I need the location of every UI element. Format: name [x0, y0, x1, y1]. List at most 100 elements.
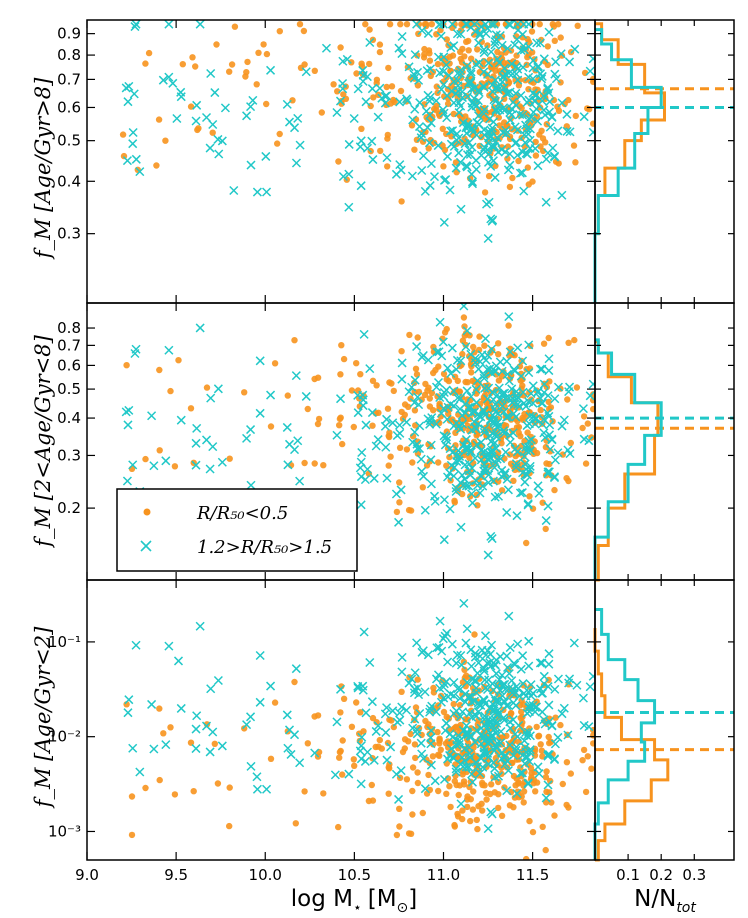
data-point-stroke [446, 744, 456, 754]
data-point-stroke [528, 688, 538, 698]
data-point-series1 [384, 163, 391, 170]
data-point-stroke [454, 108, 464, 118]
data-point-series2 [416, 738, 426, 748]
data-point-series2 [283, 743, 293, 753]
data-point-series2 [491, 655, 501, 665]
data-point-series1 [531, 752, 539, 759]
data-point-series2 [472, 440, 482, 450]
data-point-stroke [413, 392, 423, 402]
data-point-series2 [391, 769, 401, 779]
data-point-series2 [553, 126, 563, 136]
data-point-stroke [380, 709, 390, 719]
data-point-stroke [537, 688, 547, 698]
data-point-series1 [407, 830, 415, 837]
data-point-series2 [512, 150, 522, 160]
data-point-stroke [553, 448, 563, 458]
panel-old [119, 20, 734, 303]
data-point-series2 [463, 728, 473, 738]
data-point-stroke [353, 84, 363, 94]
data-point-stroke [515, 768, 525, 778]
data-point-series1 [425, 721, 432, 728]
data-point-stroke [417, 466, 427, 476]
data-point-stroke [282, 710, 292, 720]
data-point-series1 [549, 21, 556, 28]
data-point-stroke [429, 172, 440, 182]
data-point-stroke [562, 126, 572, 136]
data-point-stroke [471, 676, 481, 686]
data-point-series2 [463, 442, 473, 452]
data-point-stroke [414, 75, 424, 85]
data-point-series2 [442, 151, 453, 161]
data-point-stroke [214, 149, 224, 159]
data-point-series2 [255, 697, 265, 707]
data-point-stroke [442, 435, 452, 445]
data-point-series2 [426, 159, 436, 169]
data-point-stroke [557, 98, 567, 108]
data-point-series1 [397, 21, 404, 28]
data-point-stroke [511, 462, 521, 472]
data-point-stroke [409, 398, 419, 408]
data-point-series2 [131, 20, 141, 29]
data-point-stroke [486, 47, 496, 57]
data-point-series2 [492, 390, 502, 400]
data-point-series2 [123, 420, 133, 430]
data-point-series1 [409, 811, 416, 818]
data-point-series2 [353, 84, 363, 94]
data-point-series1 [446, 783, 453, 790]
data-point-series2 [410, 104, 420, 114]
data-point-stroke [476, 445, 486, 456]
data-point-series2 [453, 393, 463, 403]
data-point-series2 [543, 391, 553, 401]
data-point-series1 [353, 699, 360, 706]
panel-intermediate [121, 303, 734, 582]
data-point-series2 [490, 772, 500, 782]
data-point-series2 [208, 442, 218, 452]
data-point-stroke [537, 74, 547, 84]
data-point-series2 [518, 356, 528, 366]
data-point-series2 [540, 719, 550, 729]
data-point-stroke [505, 437, 515, 447]
data-point-stroke [505, 160, 515, 170]
data-point-series2 [490, 419, 501, 430]
data-point-stroke [488, 725, 498, 735]
data-point-series2 [149, 744, 159, 754]
data-point-stroke [579, 434, 589, 444]
data-point-series2 [255, 650, 265, 661]
data-point-series2 [394, 794, 404, 804]
data-point-series2 [512, 511, 522, 521]
data-point-series1 [291, 337, 298, 344]
data-point-series2 [452, 735, 462, 745]
data-point-series1 [366, 26, 373, 33]
data-point-stroke [513, 75, 523, 85]
histogram-series2 [593, 338, 663, 580]
data-point-series2 [455, 693, 465, 704]
data-point-stroke [449, 401, 459, 411]
data-point-series2 [535, 38, 545, 48]
data-point-series2 [122, 476, 132, 486]
data-point-series2 [371, 726, 381, 736]
data-point-series2 [191, 438, 201, 448]
data-point-series2 [439, 535, 449, 545]
data-point-stroke [563, 730, 573, 740]
data-point-series2 [191, 116, 201, 126]
data-point-series1 [263, 50, 271, 58]
data-point-series2 [493, 147, 503, 157]
data-point-series2 [544, 27, 554, 37]
data-point-stroke [487, 809, 497, 819]
data-point-stroke [539, 671, 549, 681]
data-point-series2 [461, 721, 471, 731]
data-point-series2 [479, 373, 489, 383]
data-point-series2 [375, 83, 385, 93]
data-point-stroke [515, 168, 525, 178]
data-point-series1 [351, 762, 358, 769]
data-point-stroke [499, 715, 509, 725]
data-point-stroke [408, 723, 418, 733]
data-point-stroke [488, 429, 498, 439]
data-point-stroke [455, 693, 465, 704]
data-point-stroke [432, 643, 442, 653]
data-point-series1 [475, 346, 483, 354]
data-point-series1 [414, 82, 422, 89]
data-point-series1 [542, 525, 549, 533]
data-point-stroke [501, 125, 511, 135]
data-point-series1 [373, 719, 380, 726]
